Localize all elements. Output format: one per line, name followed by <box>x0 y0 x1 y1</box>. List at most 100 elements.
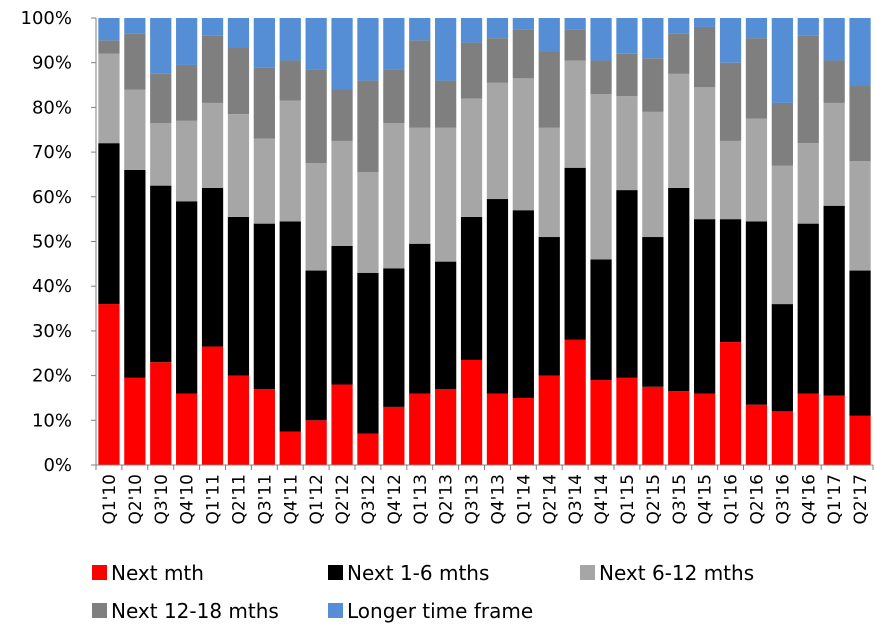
bar-segment-next-6-12-mths <box>719 140 742 220</box>
bar-segment-next-12-18-mths <box>150 73 172 124</box>
bar-segment-next-6-12-mths <box>305 163 327 271</box>
bar-segment-next-1-6-mths <box>797 223 819 394</box>
bar-segment-next-mth <box>460 359 483 465</box>
bar-segment-next-12-18-mths <box>279 60 301 101</box>
bar-segment-next-mth <box>512 397 534 465</box>
bar-segment-longer-time-frame <box>745 18 768 39</box>
y-tick-label: 60% <box>32 187 72 208</box>
bar-segment-next-12-18-mths <box>331 89 353 141</box>
legend-label-next-12-18-mths: Next 12-18 mths <box>111 599 279 623</box>
bar-segment-longer-time-frame <box>409 18 431 41</box>
bar-segment-next-mth <box>98 304 120 465</box>
bar-segment-longer-time-frame <box>435 18 457 81</box>
x-tick-label: Q4'14 <box>592 474 612 525</box>
bar-segment-next-6-12-mths <box>176 120 198 202</box>
bar-segment-longer-time-frame <box>253 18 275 68</box>
bar-segment-next-mth <box>616 377 638 465</box>
bar-segment-next-1-6-mths <box>694 219 716 394</box>
bar-segment-next-12-18-mths <box>771 102 793 166</box>
x-tick-label: Q3'16 <box>773 474 793 525</box>
x-tick-label: Q2'17 <box>851 474 871 525</box>
bar-segment-longer-time-frame <box>279 18 301 61</box>
bar-segment-next-6-12-mths <box>823 102 845 206</box>
y-tick-label: 30% <box>32 321 72 342</box>
axes-group: 0% 10% 20% 30% 40% 50% 60% 70% 80% 90% 100% Q1'10 Q2… <box>21 8 874 525</box>
x-tick-label: Q2'14 <box>540 474 560 525</box>
bar-segment-longer-time-frame <box>668 18 690 34</box>
bar-segment-next-12-18-mths <box>460 42 483 99</box>
legend-swatch-longer-time-frame <box>328 603 343 618</box>
bar-segment-next-1-6-mths <box>435 261 457 390</box>
bar-segment-next-12-18-mths <box>98 40 120 54</box>
bar-segment-next-1-6-mths <box>486 199 509 394</box>
bar-segment-next-mth <box>849 415 871 465</box>
bar-segment-next-12-18-mths <box>435 80 457 128</box>
bar-segment-next-mth <box>279 431 301 465</box>
y-tick-label: 50% <box>32 232 72 253</box>
bar-segment-next-6-12-mths <box>98 53 120 144</box>
bar-segment-next-6-12-mths <box>694 87 716 220</box>
x-tick-label: Q4'12 <box>385 474 405 525</box>
bar-segment-next-1-6-mths <box>331 245 353 385</box>
x-tick-label: Q4'13 <box>488 474 508 525</box>
bar-segment-next-1-6-mths <box>383 268 405 407</box>
y-tick-label: 20% <box>32 366 72 387</box>
bar-segment-next-6-12-mths <box>435 127 457 262</box>
x-tick-label: Q3'14 <box>566 474 586 525</box>
bar-segment-next-12-18-mths <box>797 35 819 144</box>
bar-segment-next-6-12-mths <box>771 165 793 305</box>
legend-swatch-next-mth <box>92 565 107 580</box>
bar-segment-next-1-6-mths <box>823 205 845 396</box>
legend-swatch-next-12-18-mths <box>92 603 107 618</box>
x-tick-label: Q2'10 <box>126 474 146 525</box>
bar-segment-next-6-12-mths <box>616 96 638 191</box>
bar-segment-longer-time-frame <box>823 18 845 61</box>
x-tick-label: Q2'15 <box>644 474 664 525</box>
bar-segment-next-1-6-mths <box>590 259 612 381</box>
bar-segment-next-12-18-mths <box>538 51 560 128</box>
x-tick-label: Q1'15 <box>618 474 638 525</box>
y-tick-label: 100% <box>21 8 72 29</box>
bar-segment-next-mth <box>357 433 379 465</box>
bar-segment-next-1-6-mths <box>305 270 327 421</box>
bar-segment-next-12-18-mths <box>719 62 742 141</box>
bar-segment-longer-time-frame <box>176 18 198 65</box>
bar-segment-next-mth <box>150 362 172 465</box>
x-tick-label: Q3'13 <box>463 474 483 525</box>
bar-segment-next-6-12-mths <box>668 73 690 188</box>
bar-segment-next-12-18-mths <box>253 67 275 139</box>
legend-label-next-1-6-mths: Next 1-6 mths <box>347 561 489 585</box>
bar-segment-next-12-18-mths <box>305 69 327 164</box>
bar-segment-next-6-12-mths <box>849 161 871 271</box>
x-tick-label: Q1'12 <box>307 474 327 525</box>
bar-segment-next-mth <box>797 393 819 465</box>
bar-segment-next-12-18-mths <box>590 60 612 94</box>
bar-segment-next-mth <box>668 391 690 465</box>
x-tick-label: Q1'14 <box>514 474 534 525</box>
bar-segment-next-mth <box>201 346 224 465</box>
bar-segment-next-1-6-mths <box>150 185 172 363</box>
bar-segment-next-12-18-mths <box>512 29 534 79</box>
bar-segment-next-6-12-mths <box>642 111 664 238</box>
bar-segment-next-1-6-mths <box>176 201 198 394</box>
bar-segment-longer-time-frame <box>124 18 146 34</box>
bar-segment-longer-time-frame <box>849 18 871 86</box>
bar-segment-next-mth <box>305 420 327 465</box>
bar-segment-next-1-6-mths <box>460 216 483 360</box>
bar-segment-next-12-18-mths <box>201 35 224 103</box>
x-tick-label: Q2'13 <box>437 474 457 525</box>
bar-segment-longer-time-frame <box>150 18 172 74</box>
x-tick-label: Q2'11 <box>229 474 249 525</box>
y-tick-label: 0% <box>43 455 72 476</box>
bar-segment-next-1-6-mths <box>668 187 690 392</box>
bar-segment-next-1-6-mths <box>124 169 146 378</box>
bar-segment-longer-time-frame <box>642 18 664 59</box>
bar-segment-next-mth <box>253 389 275 465</box>
bar-segment-next-1-6-mths <box>538 237 560 376</box>
legend-label-next-6-12-mths: Next 6-12 mths <box>599 561 754 585</box>
bar-segment-next-6-12-mths <box>150 123 172 186</box>
bar-segment-next-1-6-mths <box>771 304 793 412</box>
legend-swatch-next-6-12-mths <box>580 565 595 580</box>
x-tick-label: Q3'12 <box>359 474 379 525</box>
